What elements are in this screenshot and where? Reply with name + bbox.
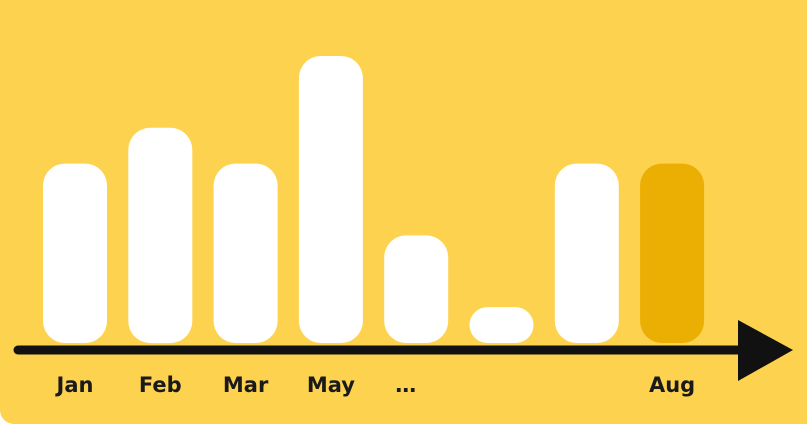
x-tick-label-7: Aug: [649, 373, 695, 397]
x-tick-label-3: May: [307, 373, 355, 397]
bar-0: [43, 163, 107, 343]
bar-1: [128, 127, 193, 344]
x-tick-labels: Jan Feb Mar May … Aug: [55, 373, 696, 397]
x-tick-label-0: Jan: [55, 373, 94, 397]
bar-6: [554, 163, 619, 343]
bar-5: [469, 307, 534, 343]
bar-7: [640, 163, 705, 343]
x-tick-label-1: Feb: [139, 373, 182, 397]
x-axis: [13, 320, 793, 381]
x-tick-label-4: …: [395, 373, 416, 397]
x-axis-arrowhead: [738, 320, 793, 381]
bar-3: [298, 56, 363, 343]
bars-group: [43, 56, 705, 344]
bar-2: [213, 163, 278, 343]
x-tick-label-2: Mar: [223, 373, 269, 397]
bar-4: [384, 235, 449, 343]
